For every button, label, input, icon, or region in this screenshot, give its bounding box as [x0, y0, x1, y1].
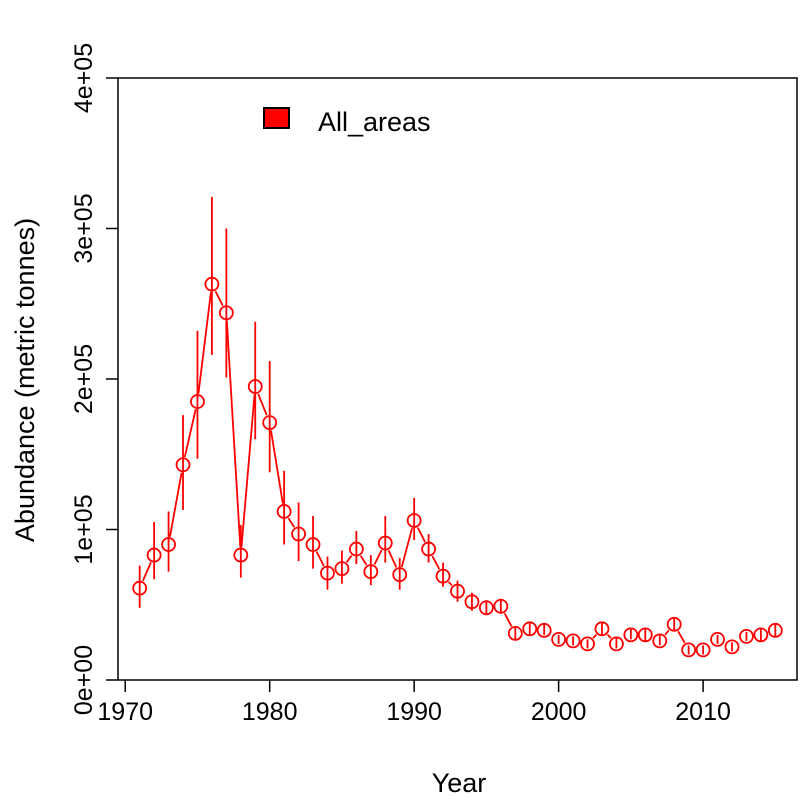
series-line: [270, 430, 284, 504]
series-line: [345, 554, 353, 563]
data-point: [421, 541, 437, 557]
data-point: [666, 616, 682, 632]
series-line: [431, 555, 441, 570]
data-point: [392, 567, 408, 583]
y-tick-label: 3e+05: [70, 193, 98, 263]
series-line: [664, 629, 670, 636]
y-tick-label: 0e+00: [70, 645, 98, 715]
data-point: [652, 633, 668, 649]
series-line: [257, 393, 268, 416]
data-point: [739, 628, 754, 644]
data-point: [233, 547, 249, 563]
series-line: [592, 633, 598, 639]
data-point: [551, 631, 567, 647]
series-line: [225, 320, 242, 548]
series-line: [359, 555, 368, 566]
data-point: [637, 627, 653, 643]
data-point: [291, 526, 306, 542]
x-tick-label: 2010: [675, 698, 731, 726]
data-point: [146, 547, 162, 563]
data-point: [204, 276, 220, 292]
series-line: [677, 630, 686, 644]
data-point: [435, 568, 451, 584]
x-tick-label: 1990: [386, 698, 442, 726]
series-line: [183, 409, 197, 458]
data-point: [623, 627, 639, 643]
data-point: [493, 598, 509, 614]
x-tick-label: 2000: [531, 698, 587, 726]
data-point: [363, 564, 379, 580]
data-point: [580, 636, 595, 652]
y-tick-label: 1e+05: [70, 494, 98, 564]
data-point: [565, 633, 581, 649]
data-point: [681, 642, 697, 658]
data-point: [450, 583, 465, 599]
data-point: [377, 535, 393, 551]
data-point: [522, 621, 538, 637]
legend-swatch: [263, 107, 290, 129]
data-point: [464, 594, 480, 610]
data-point: [710, 631, 725, 647]
series-line: [169, 472, 183, 537]
data-point: [305, 537, 321, 552]
data-point: [536, 622, 552, 638]
series-line: [416, 527, 426, 543]
data-point: [348, 541, 364, 557]
series-line: [240, 394, 256, 548]
x-axis-title: Year: [432, 768, 487, 798]
data-point: [507, 625, 523, 641]
series-line: [197, 292, 212, 394]
axes: 1970 1980 1990 2000 2010 0e+00 1e+05 2e+05 3e+05…: [70, 43, 798, 726]
series-all-areas: [132, 196, 783, 658]
data-point: [175, 457, 191, 473]
data-point: [276, 504, 292, 519]
series-line: [142, 562, 152, 582]
x-tick-label: 1970: [97, 698, 153, 726]
data-point: [132, 580, 148, 596]
data-point: [406, 513, 422, 528]
data-point: [190, 394, 205, 409]
data-point: [218, 305, 234, 321]
data-point: [320, 565, 335, 581]
series-line: [315, 551, 325, 567]
x-tick-label: 1980: [242, 698, 298, 726]
legend: All_areas: [263, 107, 431, 137]
series-line: [606, 633, 612, 639]
series-line: [373, 549, 383, 565]
data-point: [753, 627, 769, 643]
data-point: [478, 600, 494, 616]
y-tick-label: 4e+05: [70, 43, 98, 113]
y-tick-label: 2e+05: [70, 344, 98, 414]
data-point: [334, 561, 350, 577]
data-point: [724, 639, 740, 655]
data-point: [262, 415, 278, 431]
series-line: [400, 527, 413, 568]
data-point: [247, 379, 263, 394]
legend-label: All_areas: [318, 107, 431, 137]
data-point: [594, 621, 610, 637]
data-point: [695, 642, 711, 658]
y-axis-title: Abundance (metric tonnes): [10, 218, 40, 542]
series-line: [387, 549, 398, 568]
series-line: [214, 290, 224, 307]
series-line: [503, 612, 513, 627]
data-point: [609, 636, 624, 652]
series-line: [447, 581, 453, 587]
data-point: [161, 537, 176, 552]
data-point: [767, 622, 783, 638]
series-line: [287, 517, 296, 528]
